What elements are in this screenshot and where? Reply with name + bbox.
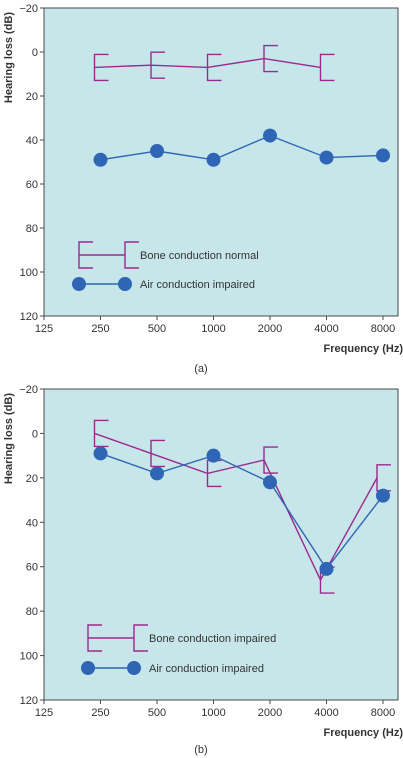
y-tick-label: 100 [20,651,38,663]
air-circle-marker [319,150,334,165]
x-tick-label: 1000 [201,707,225,719]
legend-circle-marker [118,277,132,291]
panel-label: (b) [194,744,207,756]
air-circle-marker [263,475,277,490]
y-tick-label: 120 [20,695,38,707]
air-conduction-series [93,128,390,167]
x-tick-label: 2000 [258,323,282,335]
bone-bracket-marker [263,44,278,73]
y-tick-label: 40 [26,517,38,529]
x-tick-label: 4000 [314,323,338,335]
air-circle-marker [206,448,221,463]
x-tick-label: 500 [148,707,166,719]
y-tick-label: 80 [26,606,38,618]
air-circle-marker [93,152,108,167]
y-tick-label: 20 [26,91,38,103]
legend-entry: Bone conduction normal [78,241,259,269]
air-circle-marker [93,446,108,461]
y-tick-label: 40 [26,135,38,147]
air-circle-marker [150,144,164,158]
air-circle-marker [206,152,221,167]
y-axis-title: Hearing loss (dB) [3,12,15,103]
legend-label: Bone conduction normal [140,250,259,262]
x-tick-label: 8000 [371,323,395,335]
x-tick-label: 500 [148,323,166,335]
y-tick-label: 100 [20,267,38,279]
bone-bracket-marker [206,53,222,82]
legend-circle-marker [81,661,95,675]
bone-bracket-marker [78,241,93,269]
panel-label: (a) [194,363,207,375]
y-tick-label: 60 [26,179,38,191]
x-axis-title: Frequency (Hz) [324,727,403,739]
x-tick-label: 250 [91,707,109,719]
x-tick-label: 125 [35,323,53,335]
y-tick-label: −20 [19,384,38,396]
series-line [100,452,384,571]
y-axis-title: Hearing loss (dB) [3,393,15,484]
x-tick-label: 8000 [371,707,395,719]
bone-bracket-marker [133,624,148,652]
y-tick-label: −20 [19,3,38,15]
legend-entry: Bone conduction impaired [87,624,276,652]
bone-bracket-marker [87,624,102,652]
y-tick-label: 80 [26,223,38,235]
plot-area [43,388,399,701]
legend-label: Bone conduction impaired [149,633,276,645]
legend-entry: Air conduction impaired [72,277,255,291]
x-tick-label: 125 [35,707,53,719]
bone-bracket-marker [150,51,165,79]
bone-bracket-marker [124,241,139,269]
air-circle-marker [263,128,277,143]
legend-entry: Air conduction impaired [81,661,264,675]
x-axis-title: Frequency (Hz) [324,343,403,355]
legend-circle-marker [72,277,86,291]
y-tick-label: 20 [26,473,38,485]
air-conduction-series [93,446,390,576]
legend-label: Air conduction impaired [149,663,264,675]
bone-bracket-marker [93,53,109,82]
y-tick-label: 120 [20,311,38,323]
air-circle-marker [150,466,164,481]
x-tick-label: 2000 [258,707,282,719]
y-tick-label: 0 [32,47,38,59]
air-circle-marker [376,148,390,163]
legend-label: Air conduction impaired [140,279,255,291]
y-tick-label: 60 [26,562,38,574]
air-circle-marker [376,488,390,503]
air-circle-marker [319,561,334,576]
bone-bracket-marker [150,439,165,468]
y-tick-label: 0 [32,428,38,440]
bone-bracket-marker [93,419,109,448]
x-tick-label: 1000 [201,323,225,335]
series-line [100,134,384,161]
x-tick-label: 250 [91,323,109,335]
legend-circle-marker [127,661,141,675]
bone-bracket-marker [263,446,278,474]
bone-bracket-marker [319,53,335,82]
x-tick-label: 4000 [314,707,338,719]
bone-conduction-series [93,44,335,82]
